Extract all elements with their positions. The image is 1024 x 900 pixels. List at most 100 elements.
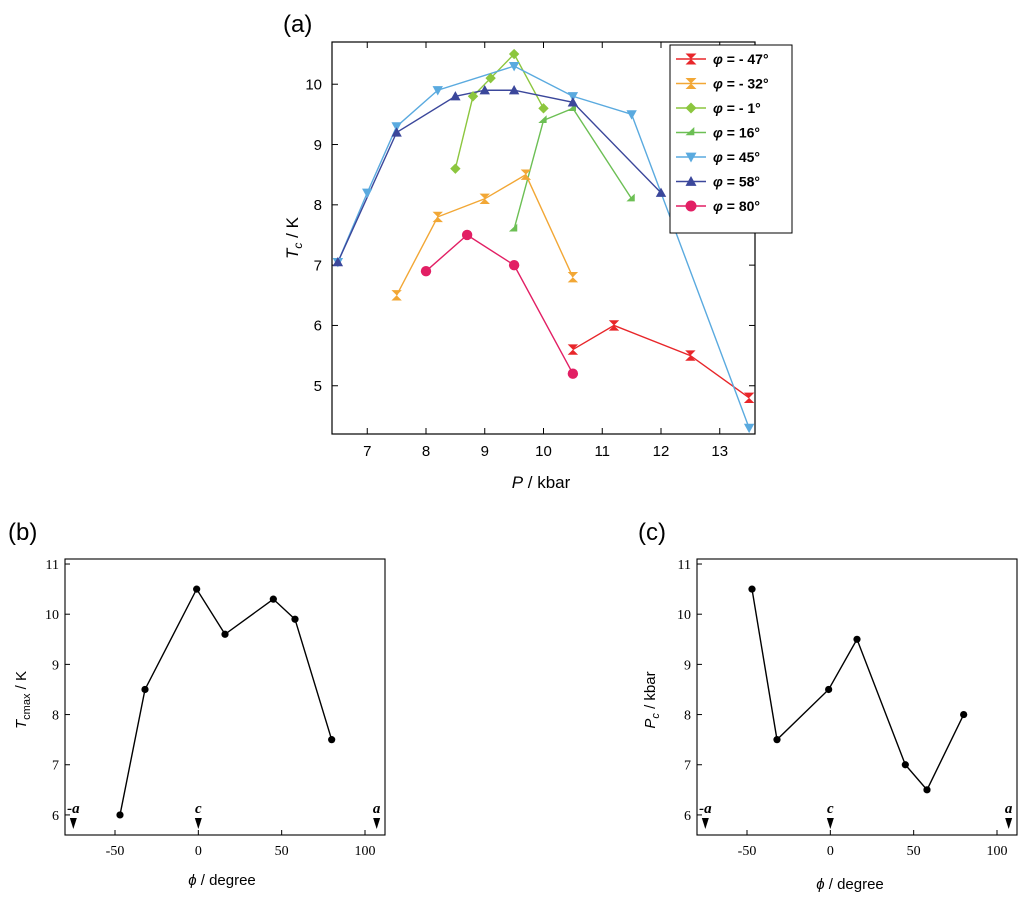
x-tick-label: 7 <box>363 443 371 460</box>
axis-direction-arrow <box>1005 818 1013 829</box>
data-point <box>420 265 432 277</box>
panel-c-label: (c) <box>638 519 666 546</box>
panel-b-x-axis-var: ϕ <box>188 872 196 889</box>
y-tick-label: 9 <box>314 137 322 154</box>
data-point <box>461 229 473 241</box>
y-tick-label: 9 <box>52 658 59 673</box>
panel-a-y-axis-var: T <box>283 247 302 259</box>
series-line-0 <box>119 587 333 816</box>
y-tick-label: 6 <box>52 809 59 824</box>
data-point <box>450 163 461 174</box>
panel-c-x-axis-var: ϕ <box>816 876 824 893</box>
x-tick-label: 10 <box>535 443 552 460</box>
panel-b-y-axis-var: T <box>13 718 30 729</box>
data-point <box>332 256 344 267</box>
y-tick-label: 8 <box>684 708 691 723</box>
legend-marker <box>685 152 697 163</box>
data-point <box>567 344 579 355</box>
y-tick-label: 7 <box>314 257 322 274</box>
data-point <box>685 350 696 361</box>
data-point <box>626 110 637 120</box>
legend-label: φ = 16° <box>713 125 760 141</box>
legend-marker <box>685 53 697 65</box>
data-point <box>743 392 755 404</box>
data-point <box>567 103 576 111</box>
data-point <box>567 368 579 379</box>
panel-b-annotations: -a c a <box>67 801 381 829</box>
panel-a-legend: φ = - 47°φ = - 32°φ = - 1°φ = 16°φ = 45°… <box>669 44 793 234</box>
panel-a-y-axis-label: Tc / K <box>283 216 305 259</box>
data-point <box>141 685 149 694</box>
data-point <box>432 86 443 96</box>
legend-marker <box>685 127 695 136</box>
panel-a-x-axis-label: P / kbar <box>512 473 571 492</box>
data-point <box>567 92 579 102</box>
axis-direction-label: a <box>373 801 381 817</box>
panel-a-y-axis-sub: c <box>291 243 305 249</box>
legend-marker <box>685 102 697 114</box>
panel-b-ticks: -50 0 50 100 6 7 8 9 10 11 <box>45 558 376 859</box>
x-tick-label: -50 <box>106 844 125 859</box>
x-tick-label: 13 <box>711 443 728 460</box>
legend-var: φ <box>713 51 723 67</box>
legend-text: = - 32° <box>723 76 769 92</box>
x-tick-label: 0 <box>195 844 202 859</box>
panel-a-x-axis-unit: / kbar <box>523 473 571 492</box>
data-point <box>508 259 520 271</box>
y-tick-label: 11 <box>46 558 59 573</box>
panel-c-y-axis-unit: / kbar <box>642 671 659 713</box>
data-point <box>116 811 124 819</box>
panel-c-y-axis-sub: c <box>650 713 662 719</box>
data-point <box>269 595 277 603</box>
data-point <box>626 193 635 202</box>
data-point <box>508 85 520 95</box>
panel-b-x-axis-unit: / degree <box>197 872 256 889</box>
data-point <box>391 290 402 301</box>
data-point <box>520 169 532 180</box>
data-point <box>923 786 931 794</box>
y-tick-label: 6 <box>684 809 691 824</box>
x-tick-label: 12 <box>653 443 670 460</box>
panel-c-y-axis-var: P <box>642 719 659 729</box>
panel-c-x-axis-unit: / degree <box>825 876 884 893</box>
data-point <box>193 585 201 593</box>
panel-a-label: (a) <box>283 11 312 38</box>
legend-text: = - 1° <box>723 100 761 116</box>
legend-marker <box>685 176 697 186</box>
data-point <box>508 48 520 60</box>
series-line-0 <box>751 588 965 792</box>
data-point <box>479 193 490 204</box>
y-tick-label: 10 <box>45 608 59 623</box>
x-tick-label: 50 <box>275 844 289 859</box>
x-tick-label: 9 <box>481 443 489 460</box>
legend-var: φ <box>713 198 723 214</box>
series-line-6 <box>425 234 574 375</box>
panel-c-x-axis-label: ϕ / degree <box>816 876 884 893</box>
legend-marker <box>685 200 697 212</box>
panel-a-x-axis-var: P <box>512 473 524 492</box>
y-tick-label: 10 <box>677 608 691 623</box>
x-tick-label: 0 <box>827 844 834 859</box>
data-point <box>825 685 833 694</box>
data-point <box>479 85 490 95</box>
x-tick-label: -50 <box>738 844 757 859</box>
data-point <box>391 127 402 137</box>
data-point <box>567 97 579 107</box>
axis-direction-arrow <box>826 818 834 829</box>
x-tick-label: 50 <box>907 844 921 859</box>
panel-c-annotations: -a c a <box>699 801 1013 829</box>
data-point <box>608 320 620 331</box>
y-tick-label: 7 <box>52 759 59 774</box>
data-point <box>362 188 373 198</box>
series-line-0 <box>572 324 750 399</box>
panel-c-series-line <box>751 588 965 792</box>
data-point <box>291 615 299 623</box>
legend-text: = 16° <box>723 125 760 141</box>
panel-c-ticks: -50 0 50 100 6 7 8 9 10 11 <box>677 558 1008 859</box>
data-point <box>748 585 756 593</box>
panel-a-markers <box>332 48 755 434</box>
axis-direction-arrow <box>701 818 709 829</box>
data-point <box>467 91 479 102</box>
data-point <box>508 223 518 232</box>
